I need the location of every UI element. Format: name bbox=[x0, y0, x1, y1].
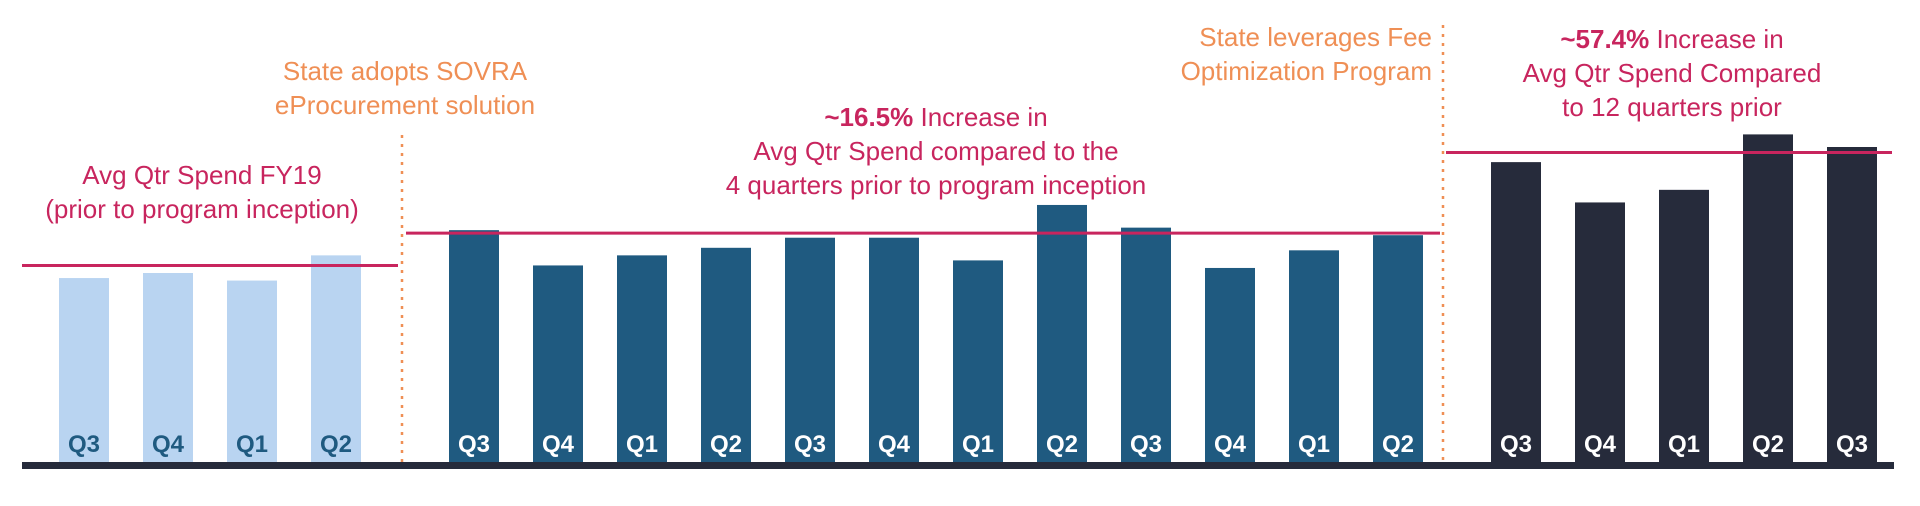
annotation-phase-2-line-1: ~16.5% Increase in bbox=[824, 102, 1047, 132]
annotation-phase-2-highlight: ~16.5% bbox=[824, 102, 913, 132]
tick-label-5: Q3 bbox=[458, 431, 490, 458]
tick-label-3: Q1 bbox=[236, 431, 268, 458]
bar-9 bbox=[785, 237, 835, 462]
event-text-1-line-1: State adopts SOVRA bbox=[283, 56, 528, 86]
bar-4 bbox=[311, 255, 361, 462]
tick-label-13: Q3 bbox=[1130, 431, 1162, 458]
bar-12 bbox=[1037, 204, 1087, 462]
tick-label-7: Q1 bbox=[626, 431, 658, 458]
bar-6 bbox=[533, 265, 583, 462]
tick-label-6: Q4 bbox=[542, 431, 575, 458]
bar-8 bbox=[701, 247, 751, 462]
event-text-2-line-2: Optimization Program bbox=[1181, 56, 1432, 86]
annotation-phase-3-line-2: Avg Qtr Spend Compared bbox=[1523, 58, 1822, 88]
tick-label-1: Q3 bbox=[68, 431, 100, 458]
bar-3 bbox=[227, 280, 277, 462]
annotation-phase-3-line-3: to 12 quarters prior bbox=[1562, 92, 1782, 122]
bar-17 bbox=[1491, 162, 1541, 462]
tick-label-14: Q4 bbox=[1214, 431, 1247, 458]
bar-21 bbox=[1827, 147, 1877, 462]
bar-11 bbox=[953, 260, 1003, 462]
bar-10 bbox=[869, 237, 919, 462]
tick-label-18: Q4 bbox=[1584, 431, 1617, 458]
tick-label-21: Q3 bbox=[1836, 431, 1868, 458]
tick-label-20: Q2 bbox=[1752, 431, 1784, 458]
tick-label-12: Q2 bbox=[1046, 431, 1078, 458]
annotation-phase-1-line-1: Avg Qtr Spend FY19 bbox=[82, 160, 321, 190]
bar-16 bbox=[1373, 235, 1423, 462]
tick-label-9: Q3 bbox=[794, 431, 826, 458]
annotation-phase-2-line-2: Avg Qtr Spend compared to the bbox=[753, 136, 1118, 166]
tick-label-2: Q4 bbox=[152, 431, 185, 458]
bar-5 bbox=[449, 230, 499, 462]
tick-label-10: Q4 bbox=[878, 431, 911, 458]
bar-2 bbox=[143, 273, 193, 462]
annotation-phase-3-line-1-text: Increase in bbox=[1649, 24, 1783, 54]
annotation-phase-1-line-2: (prior to program inception) bbox=[45, 194, 359, 224]
annotation-phase-3-highlight: ~57.4% bbox=[1560, 24, 1649, 54]
bar-1 bbox=[59, 278, 109, 462]
tick-label-15: Q1 bbox=[1298, 431, 1330, 458]
bar-13 bbox=[1121, 227, 1171, 462]
bar-20 bbox=[1743, 134, 1793, 462]
bar-19 bbox=[1659, 189, 1709, 462]
event-text-1-line-2: eProcurement solution bbox=[275, 90, 535, 120]
bar-7 bbox=[617, 255, 667, 462]
bar-14 bbox=[1205, 267, 1255, 462]
x-axis-baseline bbox=[22, 462, 1894, 469]
annotation-phase-3-line-1: ~57.4% Increase in bbox=[1560, 24, 1783, 54]
tick-label-8: Q2 bbox=[710, 431, 742, 458]
annotation-phase-2-line-3: 4 quarters prior to program inception bbox=[726, 170, 1147, 200]
tick-label-16: Q2 bbox=[1382, 431, 1414, 458]
tick-label-17: Q3 bbox=[1500, 431, 1532, 458]
event-text-2-line-1: State leverages Fee bbox=[1199, 22, 1432, 52]
tick-label-11: Q1 bbox=[962, 431, 994, 458]
bar-18 bbox=[1575, 202, 1625, 462]
tick-label-4: Q2 bbox=[320, 431, 352, 458]
bar-15 bbox=[1289, 250, 1339, 462]
annotation-phase-2-line-1-text: Increase in bbox=[913, 102, 1047, 132]
tick-label-19: Q1 bbox=[1668, 431, 1700, 458]
